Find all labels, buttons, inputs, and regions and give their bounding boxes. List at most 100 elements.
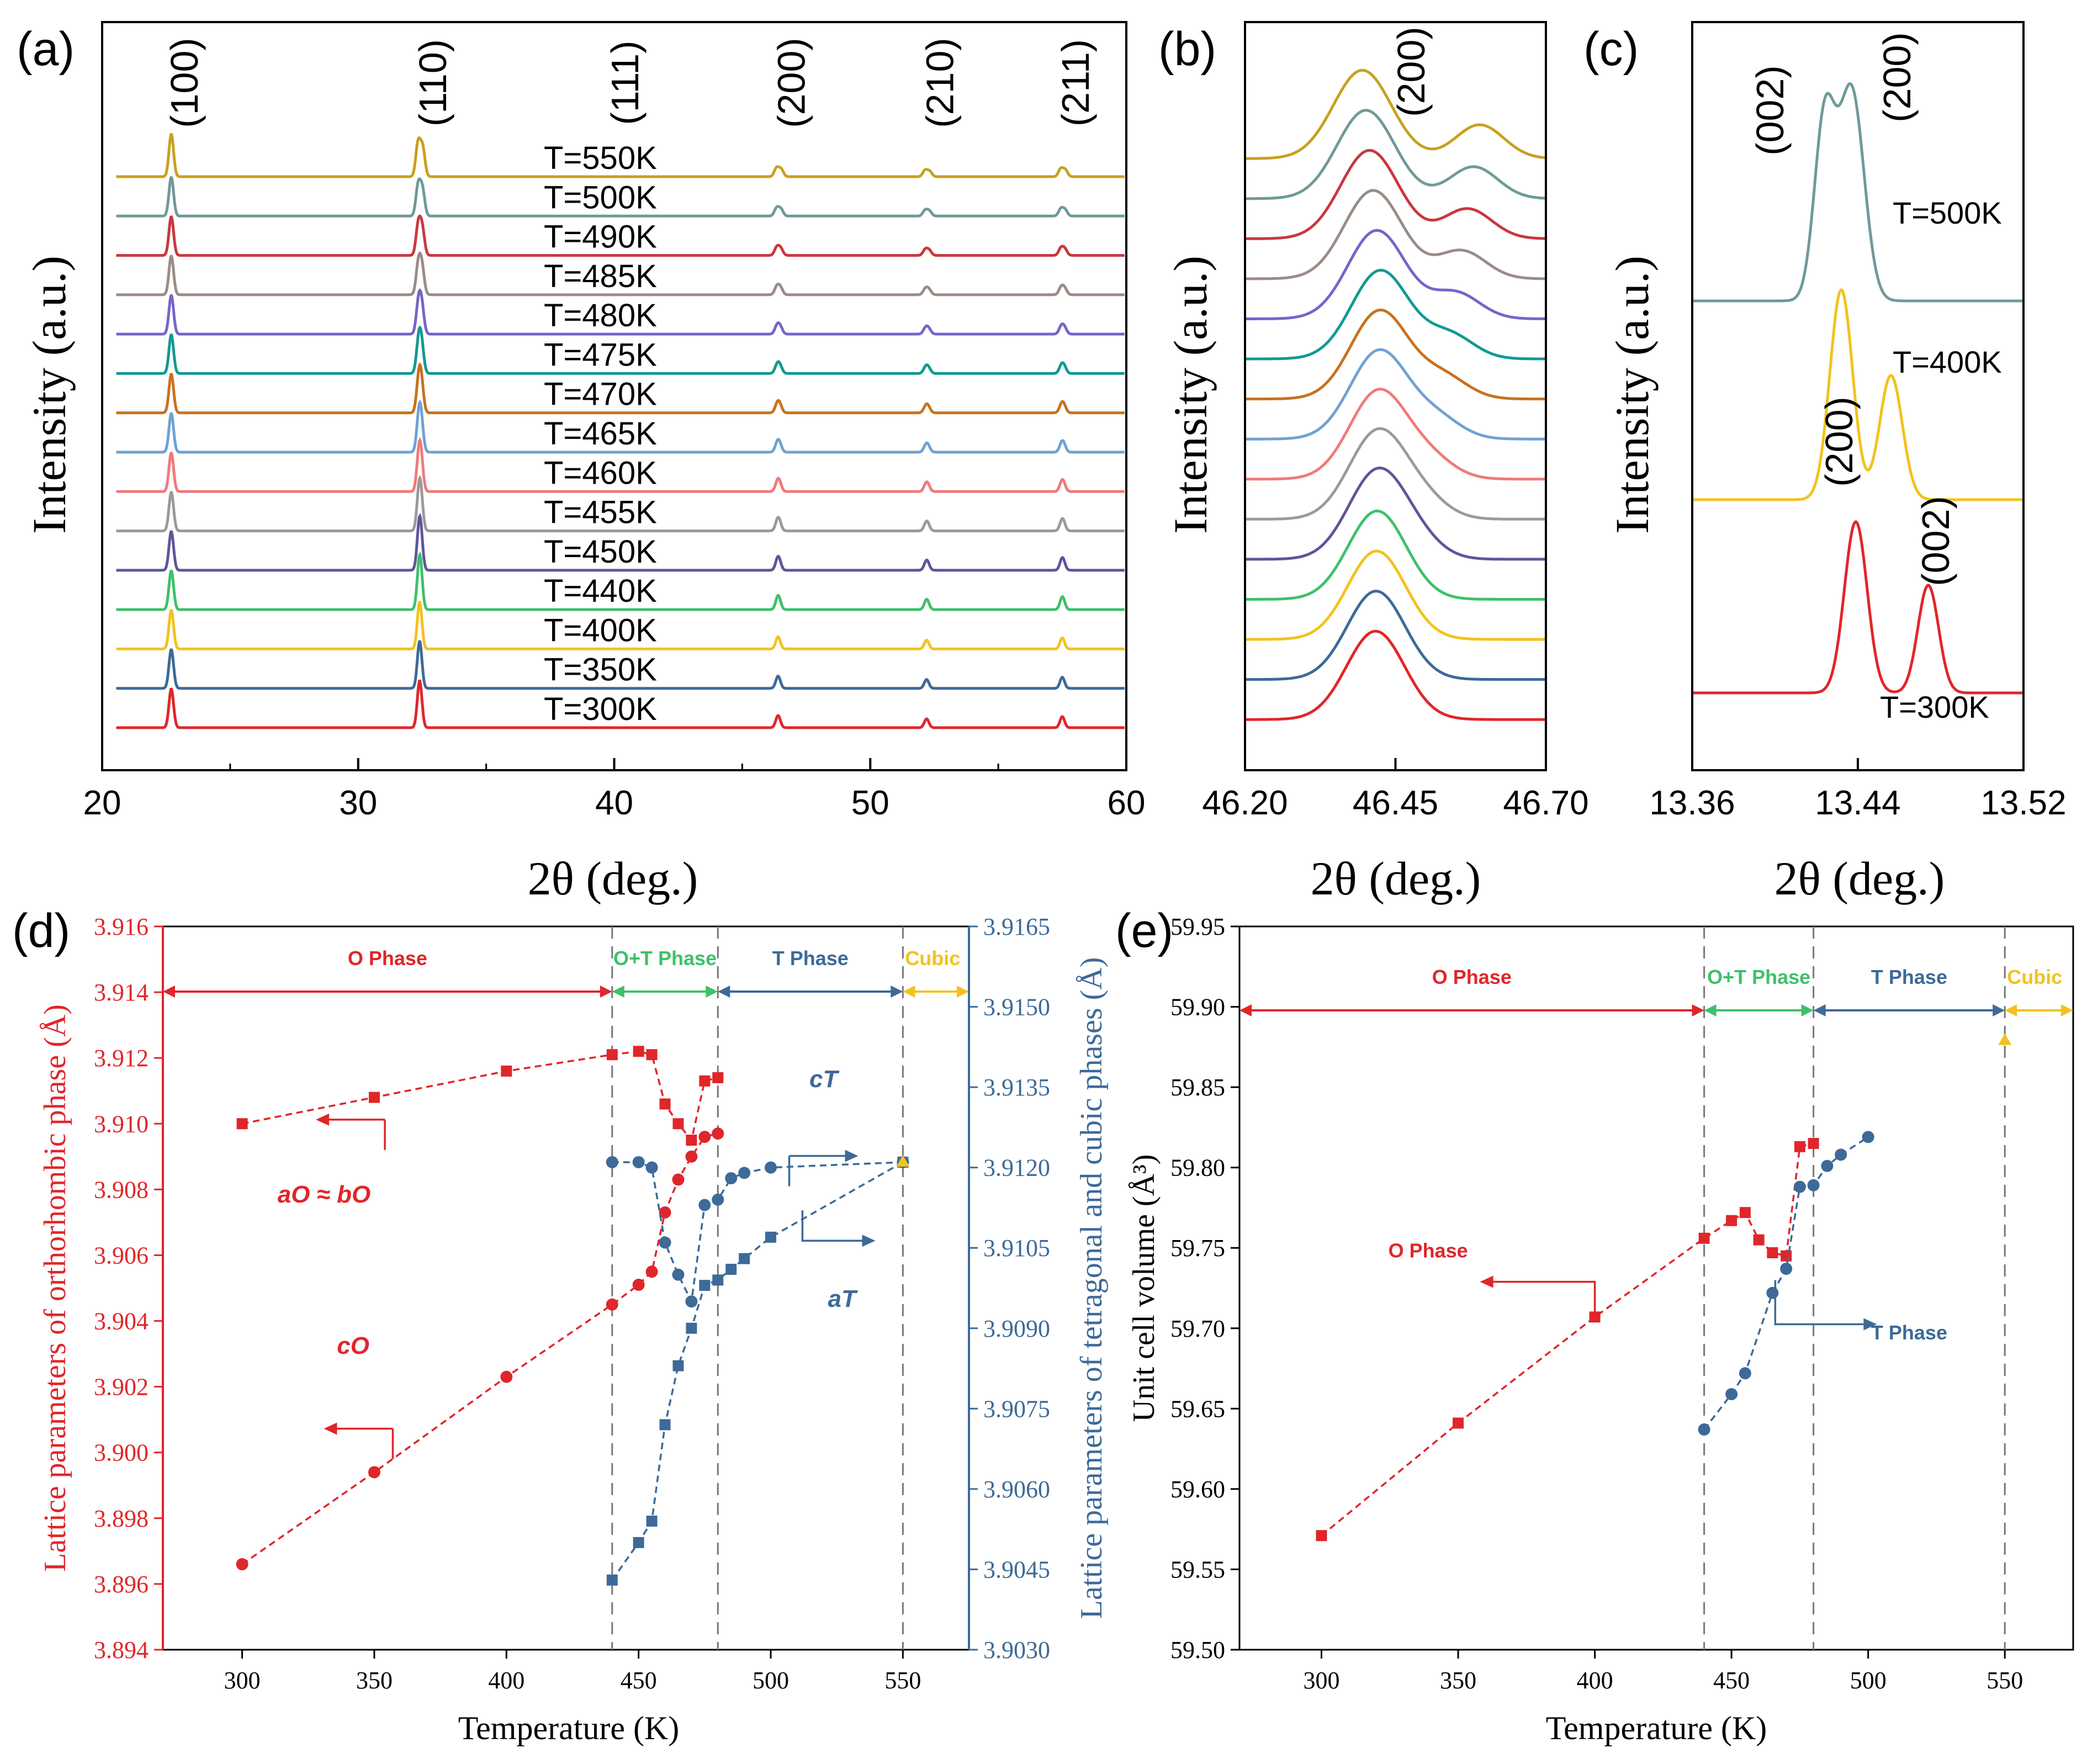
phase-label-o-t-phase: O+T Phase xyxy=(1707,966,1810,988)
panel-b-peak-label: (200) xyxy=(1390,27,1433,116)
y-tick-label-e-59.85: 59.85 xyxy=(1170,1074,1225,1101)
temperature-label-t-440k: T=440K xyxy=(544,573,657,609)
temperature-label-t-485k: T=485K xyxy=(544,258,657,294)
y-tick-label-e-59.90: 59.90 xyxy=(1170,994,1225,1021)
annotation-o-phase: O Phase xyxy=(1389,1239,1468,1262)
panel-label-d: (d) xyxy=(12,904,70,957)
xrd-curve-t-465k xyxy=(116,399,1125,454)
phase-arrowhead-left-o-phase xyxy=(1239,1004,1252,1016)
y-tick-label-d-3.898: 3.898 xyxy=(94,1505,149,1532)
y-tick-label-d-3.900: 3.900 xyxy=(94,1439,149,1466)
temperature-label-t-450k: T=450K xyxy=(544,534,657,570)
x-tick-label-d-300: 300 xyxy=(224,1667,261,1694)
annotation-arrow-ao-bo-head xyxy=(316,1113,330,1126)
temperature-label-t-455k: T=455K xyxy=(544,495,657,531)
phase-arrowhead-right-o-phase xyxy=(1692,1004,1704,1016)
data-point-d-at-440k xyxy=(606,1574,618,1586)
phase-arrowhead-left-cubic xyxy=(903,986,915,998)
data-point-e-o-phase-440k xyxy=(1698,1232,1710,1244)
zoom-curve-200-t-490k xyxy=(1245,149,1546,240)
zoom-curve-200-t-475k xyxy=(1245,268,1546,361)
data-point-d-co-450k xyxy=(632,1279,645,1291)
annotation-ct: cT xyxy=(809,1066,839,1093)
data-point-d-ao-bo-450k xyxy=(633,1046,644,1057)
temperature-label-t-400k: T=400K xyxy=(544,612,657,648)
panel-c: (c) 13.36 13.44 13.52 (002) (200) (200) (0… xyxy=(1583,21,2067,905)
temperature-label-t-500k: T=500K xyxy=(544,179,657,215)
panel-label-e: (e) xyxy=(1115,904,1173,957)
x-tick-label-d-350: 350 xyxy=(356,1667,393,1694)
zoom-curve-200-t-300k xyxy=(1245,629,1546,721)
data-point-d-ct-455k xyxy=(645,1161,658,1174)
data-point-d-ao-bo-300k xyxy=(236,1118,248,1130)
zoom-curve-200-t-485k xyxy=(1245,189,1546,280)
phase-arrowhead-right-cubic xyxy=(2061,1004,2073,1016)
data-point-d-co-350k xyxy=(368,1466,380,1479)
data-point-e-t-phase-440k xyxy=(1698,1423,1710,1436)
zoom-curve-200-t-550k xyxy=(1244,68,1546,160)
annotation-arrow-co-head xyxy=(324,1422,337,1435)
x-tick-label-b-46.70: 46.70 xyxy=(1503,784,1588,822)
y-tick-label-d-3.912: 3.912 xyxy=(94,1045,149,1072)
xrd-curve-t-460k xyxy=(116,437,1125,493)
temperature-label-t-550k: T=550K xyxy=(544,140,657,176)
data-point-d-at-455k xyxy=(646,1516,658,1527)
y-tick-label-d-3.904: 3.904 xyxy=(94,1308,149,1335)
phase-arrowhead-left-o-phase xyxy=(163,986,175,998)
panel-c-label-300k: T=300K xyxy=(1880,690,1989,724)
data-point-d-ct-475k xyxy=(698,1199,711,1211)
x-tick-label-b-46.20: 46.20 xyxy=(1202,784,1288,822)
panel-b-x-ticks: 46.20 46.45 46.70 xyxy=(1202,758,1589,822)
data-point-d-co-470k xyxy=(685,1150,698,1163)
phase-label-o-phase: O Phase xyxy=(1432,966,1512,988)
data-point-d-at-475k xyxy=(699,1280,711,1291)
phase-arrowhead-right-o-phase xyxy=(600,986,612,998)
zoom-curve-13-t-500k xyxy=(1692,82,2023,303)
phase-arrowhead-right-o-t-phase xyxy=(1801,1004,1814,1016)
panel-e-y-axis-label: Unit cell volume (Å³) xyxy=(1127,1154,1161,1422)
y-tick-label-e-59.55: 59.55 xyxy=(1170,1556,1225,1583)
xrd-curve-t-450k xyxy=(116,513,1125,572)
annotation-t-phase: T Phase xyxy=(1871,1321,1947,1344)
x-tick-label-d-500: 500 xyxy=(753,1667,789,1694)
zoom-curve-200-t-350k xyxy=(1245,590,1546,681)
data-point-e-o-phase-350k xyxy=(1453,1417,1464,1429)
data-point-d-ao-bo-440k xyxy=(606,1049,618,1061)
y-tick-label-e-59.60: 59.60 xyxy=(1170,1476,1225,1503)
phase-arrowhead-right-cubic xyxy=(957,986,969,998)
panel-a-curves xyxy=(116,133,1125,729)
panel-b: (b) 46.20 46.45 46.70 (200) Intensity (a.u… xyxy=(1158,21,1589,905)
panel-c-x-ticks: 13.36 13.44 13.52 xyxy=(1649,758,2067,822)
y-tick-label-right-d-3.9030: 3.9030 xyxy=(983,1636,1050,1664)
panel-c-label-400k: T=400K xyxy=(1893,345,2002,379)
phase-label-o-phase: O Phase xyxy=(348,947,427,970)
data-point-d-co-460k xyxy=(659,1206,671,1219)
data-point-d-at-450k xyxy=(633,1537,644,1548)
y-tick-label-e-59.75: 59.75 xyxy=(1170,1235,1225,1262)
data-point-e-t-phase-470k xyxy=(1780,1263,1793,1275)
phase-arrowhead-left-cubic xyxy=(2005,1004,2017,1016)
panel-b-y-axis-label: Intensity (a.u.) xyxy=(1164,256,1217,534)
y-tick-label-right-d-3.9150: 3.9150 xyxy=(983,994,1050,1021)
data-point-e-o-phase-450k xyxy=(1726,1215,1737,1226)
x-tick-label-e-400: 400 xyxy=(1577,1667,1613,1694)
data-point-d-ct-465k xyxy=(672,1268,685,1281)
x-tick-label-e-450: 450 xyxy=(1713,1667,1750,1694)
y-tick-label-e-59.50: 59.50 xyxy=(1170,1636,1225,1664)
y-tick-label-d-3.908: 3.908 xyxy=(94,1176,149,1203)
x-tick-label-a-40: 40 xyxy=(595,784,633,822)
panel-d-x-axis-label: Temperature (K) xyxy=(458,1710,680,1746)
x-tick-label-a-60: 60 xyxy=(1108,784,1146,822)
data-point-d-co-465k xyxy=(672,1173,685,1186)
phase-label-o-t-phase: O+T Phase xyxy=(613,947,717,970)
phase-arrowhead-left-t-phase xyxy=(1813,1004,1826,1016)
data-point-d-co-455k xyxy=(645,1265,658,1278)
y-tick-label-d-3.916: 3.916 xyxy=(94,913,149,940)
phase-arrowhead-right-t-phase xyxy=(1993,1004,2005,1016)
y-tick-label-right-d-3.9120: 3.9120 xyxy=(983,1154,1050,1182)
panel-c-peak-label-200-top: (200) xyxy=(1876,32,1919,122)
panel-label-c: (c) xyxy=(1583,23,1639,76)
annotation-arrow-ct-head xyxy=(845,1149,859,1162)
data-point-d-ct-470k xyxy=(685,1295,698,1308)
